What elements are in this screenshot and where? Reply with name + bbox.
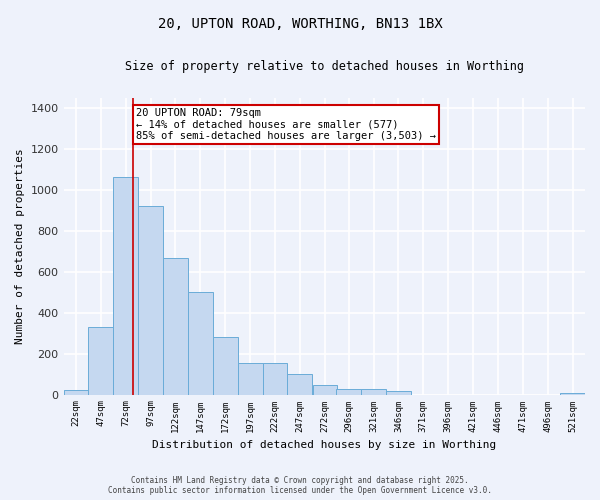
Bar	[313, 386, 337, 394]
Bar	[163, 258, 188, 394]
Bar	[188, 292, 213, 394]
Bar	[560, 392, 585, 394]
Y-axis label: Number of detached properties: Number of detached properties	[15, 148, 25, 344]
Bar	[263, 363, 287, 394]
Text: 20, UPTON ROAD, WORTHING, BN13 1BX: 20, UPTON ROAD, WORTHING, BN13 1BX	[158, 18, 442, 32]
Bar	[113, 176, 138, 394]
X-axis label: Distribution of detached houses by size in Worthing: Distribution of detached houses by size …	[152, 440, 496, 450]
Bar	[386, 392, 411, 394]
Text: Contains HM Land Registry data © Crown copyright and database right 2025.
Contai: Contains HM Land Registry data © Crown c…	[108, 476, 492, 495]
Text: 20 UPTON ROAD: 79sqm
← 14% of detached houses are smaller (577)
85% of semi-deta: 20 UPTON ROAD: 79sqm ← 14% of detached h…	[136, 108, 436, 141]
Bar	[64, 390, 88, 394]
Bar	[336, 390, 361, 394]
Bar	[213, 337, 238, 394]
Bar	[361, 390, 386, 394]
Bar	[238, 363, 263, 394]
Bar	[138, 206, 163, 394]
Bar	[88, 327, 113, 394]
Title: Size of property relative to detached houses in Worthing: Size of property relative to detached ho…	[125, 60, 524, 73]
Bar	[287, 374, 313, 394]
